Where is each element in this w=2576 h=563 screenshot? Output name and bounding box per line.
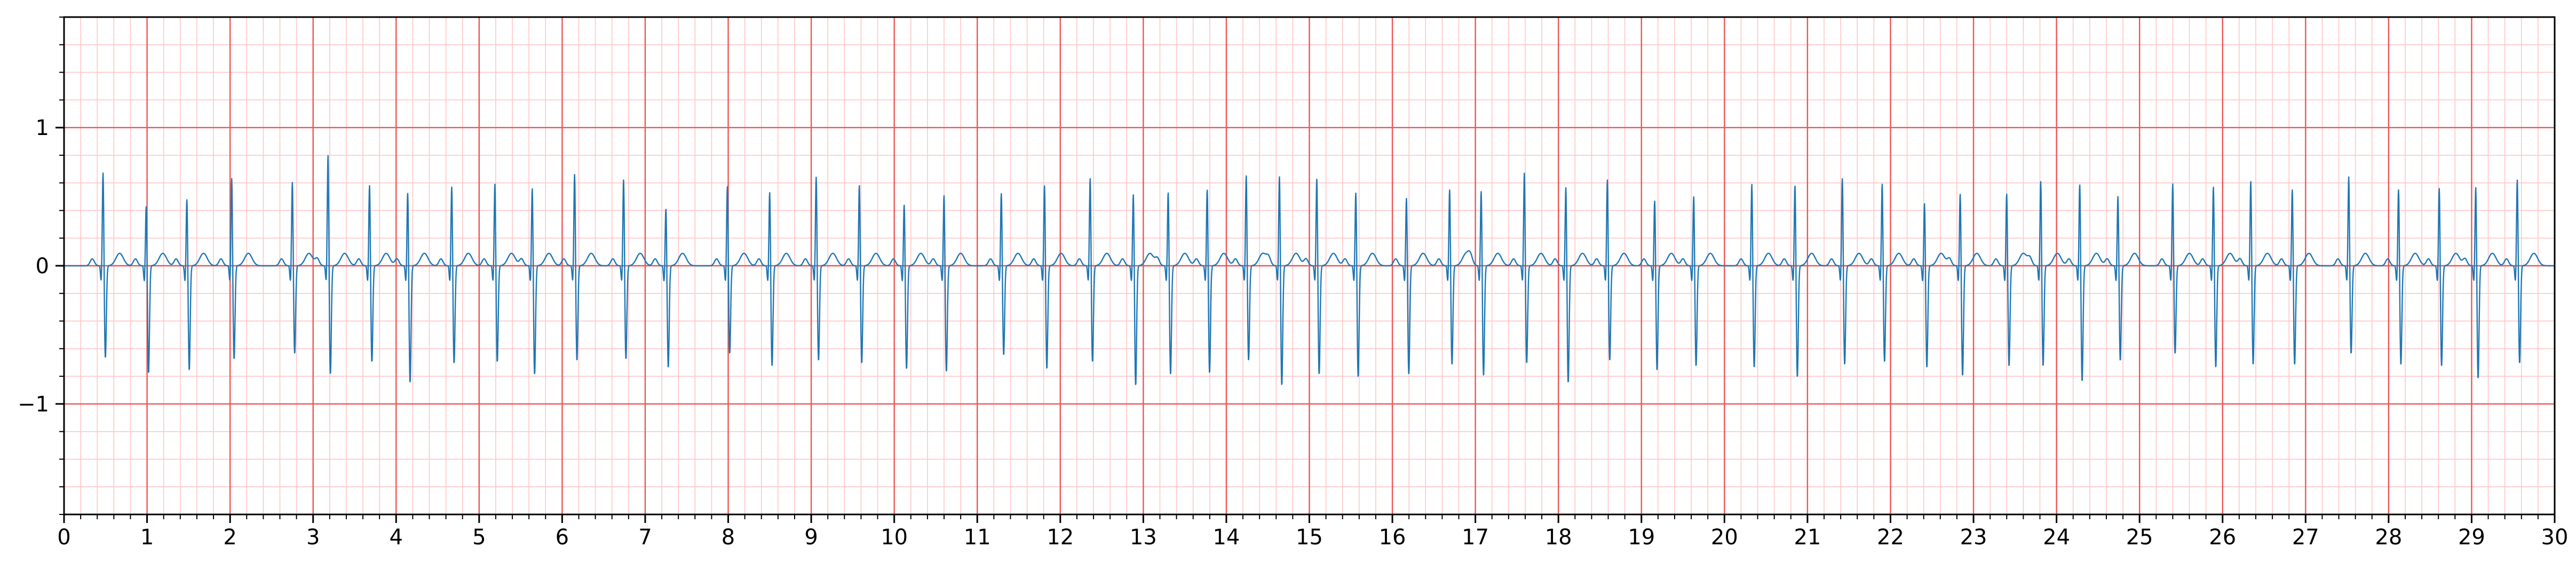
x-tick-label: 29 bbox=[2458, 525, 2485, 550]
x-tick-label: 2 bbox=[223, 525, 236, 550]
x-tick-label: 7 bbox=[638, 525, 652, 550]
x-tick-label: 22 bbox=[1877, 525, 1904, 550]
x-tick-label: 15 bbox=[1296, 525, 1323, 550]
x-tick-label: 1 bbox=[140, 525, 154, 550]
x-tick-label: 17 bbox=[1462, 525, 1489, 550]
x-tick-label: 4 bbox=[390, 525, 403, 550]
x-axis: 0 1 2 3 4 5 6 7 8 9 10 11 12 13 14 15 16 17 18 19 20 21 22 23 24… bbox=[57, 514, 2568, 550]
x-tick-label: 20 bbox=[1711, 525, 1738, 550]
x-tick-label: 5 bbox=[472, 525, 486, 550]
x-tick-label: 16 bbox=[1379, 525, 1406, 550]
x-tick-label: 12 bbox=[1047, 525, 1074, 550]
x-tick-label: 30 bbox=[2541, 525, 2569, 550]
y-tick-label: −1 bbox=[18, 392, 49, 417]
x-tick-label: 6 bbox=[556, 525, 569, 550]
x-tick-label: 28 bbox=[2375, 525, 2402, 550]
x-tick-label: 24 bbox=[2043, 525, 2070, 550]
x-tick-label: 25 bbox=[2126, 525, 2153, 550]
x-tick-label: 27 bbox=[2292, 525, 2319, 550]
x-tick-label: 18 bbox=[1545, 525, 1572, 550]
y-axis: 1 0 −1 bbox=[18, 17, 64, 515]
x-tick-label: 14 bbox=[1212, 525, 1240, 550]
x-tick-label: 8 bbox=[722, 525, 735, 550]
x-tick-label: 3 bbox=[306, 525, 320, 550]
ecg-trace-line bbox=[64, 155, 2555, 385]
x-tick-label: 0 bbox=[57, 525, 70, 550]
x-tick-label: 10 bbox=[881, 525, 908, 550]
x-tick-label: 21 bbox=[1794, 525, 1821, 550]
x-tick-label: 13 bbox=[1130, 525, 1157, 550]
y-tick-label: 1 bbox=[36, 116, 49, 140]
x-tick-label: 11 bbox=[964, 525, 991, 550]
x-tick-label: 26 bbox=[2209, 525, 2236, 550]
x-tick-label: 9 bbox=[804, 525, 818, 550]
y-tick-label: 0 bbox=[36, 254, 49, 279]
x-tick-label: 19 bbox=[1628, 525, 1655, 550]
x-tick-label: 23 bbox=[1960, 525, 1987, 550]
